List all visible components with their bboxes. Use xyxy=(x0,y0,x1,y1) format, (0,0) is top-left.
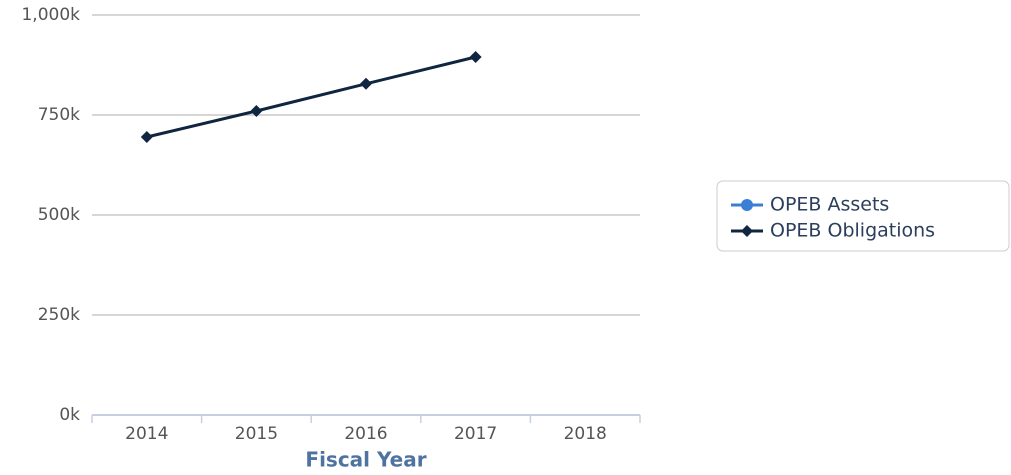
y-tick-label: 250k xyxy=(38,305,80,325)
legend-label: OPEB Obligations xyxy=(770,220,935,242)
point xyxy=(250,105,263,117)
y-tick-label: 500k xyxy=(38,205,80,225)
x-tick-label: 2016 xyxy=(344,424,387,444)
x-tick-label: 2015 xyxy=(235,424,278,444)
y-tick-label: 750k xyxy=(38,105,80,125)
point xyxy=(469,51,482,63)
series-line xyxy=(146,55,476,139)
y-tick-label: 0k xyxy=(59,405,80,425)
legend-marker xyxy=(741,199,753,211)
point xyxy=(360,77,372,90)
legend-box xyxy=(716,180,1010,252)
x-tick-label: 2018 xyxy=(564,424,607,444)
point xyxy=(140,131,153,143)
legend-marker xyxy=(741,225,753,237)
x-tick-label: 2014 xyxy=(125,424,168,444)
x-axis-title: Fiscal Year xyxy=(305,448,426,472)
x-tick-label: 2017 xyxy=(454,424,497,444)
y-tick-label: 1,000k xyxy=(21,5,80,25)
legend-label: OPEB Assets xyxy=(770,194,889,216)
